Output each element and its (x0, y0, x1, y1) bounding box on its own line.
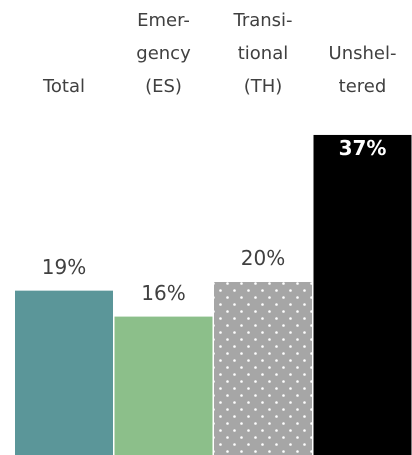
category-label-transitional: Transi- tional (TH) (233, 10, 293, 97)
bar-transitional (214, 282, 312, 455)
category-label-unsheltered: Unshel- tered (328, 43, 397, 97)
category-label-total: Total (42, 76, 86, 97)
value-label-unsheltered: 37% (338, 135, 387, 160)
value-label-transitional: 20% (240, 246, 286, 270)
bar-emergency (114, 316, 213, 455)
bar-unsheltered (313, 134, 412, 455)
category-label-emergency: Emer- gency (ES) (136, 10, 191, 97)
value-label-total: 19% (41, 254, 87, 279)
value-label-emergency: 16% (141, 280, 186, 305)
bar-total (15, 290, 113, 455)
